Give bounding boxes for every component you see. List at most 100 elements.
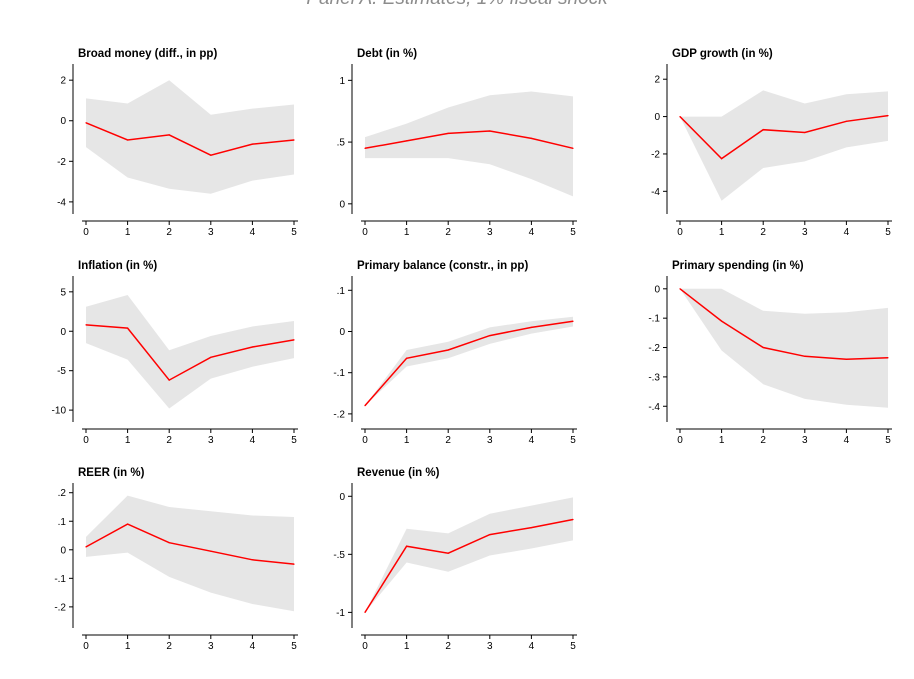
panel-6: -.2 -.1 0 .1 .2 0 1 2 3 4 5 REER (in %) xyxy=(54,467,298,652)
data-point xyxy=(364,611,366,614)
y-tick-label: -.4 xyxy=(648,402,660,413)
x-tick-label: 4 xyxy=(529,641,535,652)
confidence-band xyxy=(86,495,294,612)
data-point xyxy=(679,288,681,290)
x-tick-label: 1 xyxy=(125,641,131,652)
data-point xyxy=(406,545,408,547)
data-point xyxy=(721,158,723,160)
y-tick-label: -.2 xyxy=(54,602,66,613)
data-point xyxy=(762,346,764,349)
figure-title: Panel A. Estimates, 1% fiscal shock xyxy=(0,0,914,10)
data-point xyxy=(887,357,889,359)
x-tick-label: 1 xyxy=(125,435,131,446)
panel-title: Debt (in %) xyxy=(357,48,417,60)
data-point xyxy=(887,115,889,117)
x-tick-label: 3 xyxy=(487,641,493,652)
panel-title: Revenue (in %) xyxy=(357,467,440,479)
panel-title: GDP growth (in %) xyxy=(672,48,773,60)
data-point xyxy=(127,327,129,329)
data-point xyxy=(168,379,170,381)
y-tick-label: -.5 xyxy=(333,550,345,561)
panel-title: Primary spending (in %) xyxy=(672,260,804,272)
x-tick-label: 2 xyxy=(166,435,172,446)
data-point xyxy=(168,542,170,544)
data-point xyxy=(364,405,366,407)
data-point xyxy=(293,139,295,141)
y-tick-label: -.3 xyxy=(648,372,660,383)
data-point xyxy=(127,139,129,141)
x-tick-label: 1 xyxy=(404,641,410,652)
data-point xyxy=(530,326,533,328)
y-tick-label: -5 xyxy=(57,366,66,377)
y-tick-label: 1 xyxy=(339,76,345,87)
x-tick-label: 2 xyxy=(166,227,172,238)
x-tick-label: 4 xyxy=(844,227,850,238)
data-point xyxy=(293,563,295,565)
data-point xyxy=(721,320,723,322)
panel-0: -4 -2 0 2 0 1 2 3 4 5 Broad money (diff., in pp) xyxy=(57,48,298,238)
x-tick-label: 0 xyxy=(83,435,89,446)
y-tick-label: 0 xyxy=(654,112,660,123)
series-line-0 xyxy=(85,122,295,156)
x-tick-label: 0 xyxy=(362,641,368,652)
data-point xyxy=(210,356,212,358)
data-point xyxy=(406,140,408,142)
data-point xyxy=(845,358,848,360)
y-tick-label: 0 xyxy=(60,545,66,556)
x-tick-label: 1 xyxy=(719,435,725,446)
y-tick-label: .1 xyxy=(58,517,67,528)
y-tick-label: 0 xyxy=(654,284,660,295)
x-tick-label: 5 xyxy=(885,227,891,238)
panel-5: -.4 -.3 -.2 -.1 0 0 1 2 3 4 5 Primary spending (in … xyxy=(648,260,892,446)
data-point xyxy=(447,132,449,134)
data-point xyxy=(447,349,449,351)
y-tick-label: .1 xyxy=(337,286,346,297)
x-tick-label: 1 xyxy=(404,227,410,238)
series-line-0 xyxy=(679,114,889,160)
x-tick-label: 0 xyxy=(362,227,368,238)
data-point xyxy=(293,339,295,341)
y-tick-label: -4 xyxy=(57,197,66,208)
confidence-band xyxy=(680,288,888,408)
x-tick-label: 3 xyxy=(802,227,808,238)
series-line-0 xyxy=(364,320,574,407)
y-tick-label: 0 xyxy=(339,199,345,210)
panel-title: Broad money (diff., in pp) xyxy=(78,48,217,60)
y-tick-label: .5 xyxy=(337,138,346,149)
x-tick-label: 2 xyxy=(445,641,451,652)
data-point xyxy=(489,335,491,337)
y-tick-label: -2 xyxy=(57,157,66,168)
data-point xyxy=(804,131,806,134)
y-tick-label: -.2 xyxy=(333,409,345,420)
confidence-band xyxy=(86,80,294,194)
x-tick-label: 1 xyxy=(125,227,131,238)
confidence-band xyxy=(86,295,294,409)
confidence-band xyxy=(365,497,573,613)
data-point xyxy=(762,129,764,131)
data-point xyxy=(210,550,212,552)
confidence-band xyxy=(680,90,888,201)
data-point xyxy=(530,527,533,529)
x-tick-label: 2 xyxy=(445,227,451,238)
confidence-band xyxy=(365,91,573,197)
panel-2: -4 -2 0 2 0 1 2 3 4 5 GDP growth (in %) xyxy=(651,48,892,238)
x-tick-label: 4 xyxy=(529,227,535,238)
x-tick-label: 4 xyxy=(250,227,256,238)
x-tick-label: 3 xyxy=(487,227,493,238)
x-tick-label: 4 xyxy=(529,435,535,446)
data-point xyxy=(364,147,366,149)
panel-4: -.2 -.1 0 .1 0 1 2 3 4 5 Primary balance (constr.,… xyxy=(333,260,577,446)
x-tick-label: 0 xyxy=(362,435,368,446)
x-tick-label: 5 xyxy=(570,435,576,446)
series-line-0 xyxy=(85,324,295,382)
panel-title: Inflation (in %) xyxy=(78,260,157,272)
x-tick-label: 5 xyxy=(291,227,297,238)
panel-title: REER (in %) xyxy=(78,467,145,479)
x-tick-label: 5 xyxy=(291,435,297,446)
x-tick-label: 3 xyxy=(802,435,808,446)
x-tick-label: 1 xyxy=(719,227,725,238)
data-point xyxy=(251,143,253,145)
data-point xyxy=(845,120,848,122)
x-tick-label: 4 xyxy=(250,641,256,652)
